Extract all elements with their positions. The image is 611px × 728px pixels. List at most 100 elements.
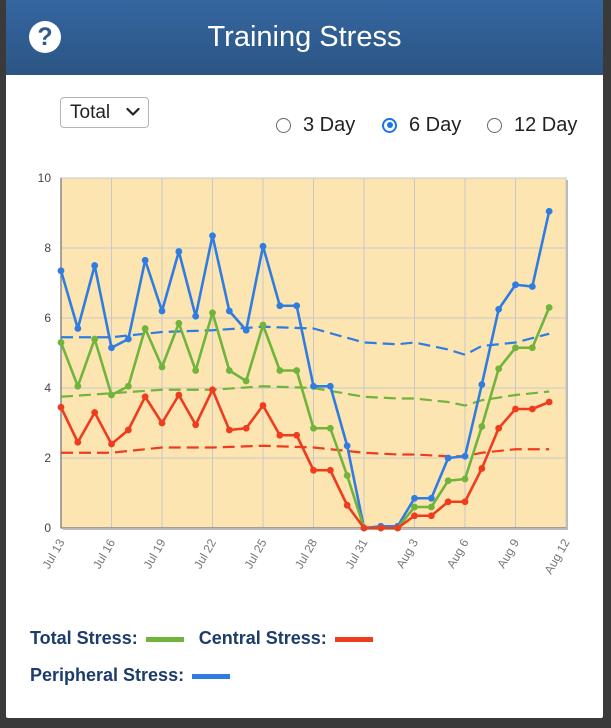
series-line-peripheral_avg — [61, 325, 550, 356]
data-point-peripheral — [141, 256, 149, 264]
data-point-total — [310, 424, 317, 432]
data-point-peripheral — [57, 267, 65, 275]
data-point-total — [427, 503, 435, 511]
data-point-central — [377, 524, 385, 532]
data-point-peripheral — [158, 307, 166, 315]
data-point-peripheral — [411, 494, 418, 502]
x-tick-label: Jul 13 — [39, 536, 67, 571]
data-point-central — [495, 424, 503, 432]
x-tick-label: Jul 19 — [140, 536, 168, 571]
series-line-peripheral — [61, 210, 551, 530]
chevron-down-icon — [126, 107, 140, 116]
data-point-central — [545, 398, 553, 406]
data-point-total — [326, 424, 334, 432]
data-point-central — [124, 426, 132, 434]
data-point-total — [495, 365, 503, 373]
data-point-peripheral — [108, 344, 115, 352]
data-point-total — [512, 344, 519, 352]
legend-central-swatch — [334, 636, 373, 642]
data-point-peripheral — [528, 283, 536, 290]
data-point-central — [528, 405, 536, 413]
data-point-total — [545, 304, 553, 311]
data-point-central — [512, 405, 519, 413]
data-point-peripheral — [310, 382, 317, 390]
data-point-central — [91, 409, 99, 416]
legend-peripheral-swatch — [192, 673, 231, 679]
legend-central-label: Central Stress: — [198, 628, 327, 648]
radio-3-day[interactable]: 3 Day — [276, 112, 355, 138]
radio-6-day[interactable]: 6 Day — [382, 112, 461, 138]
data-point-total — [192, 367, 200, 374]
data-point-peripheral — [444, 454, 452, 462]
x-tick-label: Aug 9 — [494, 536, 522, 570]
data-point-central — [343, 501, 351, 509]
data-point-central — [74, 438, 82, 446]
x-tick-label: Aug 12 — [541, 536, 572, 576]
radio-12-day-circle[interactable] — [487, 117, 502, 133]
y-tick-label: 4 — [44, 381, 51, 395]
data-point-peripheral — [545, 207, 553, 215]
data-point-central — [108, 440, 115, 448]
question-circle-icon[interactable]: ? — [29, 21, 61, 53]
data-point-total — [175, 319, 183, 327]
radio-3-day-circle[interactable] — [276, 117, 291, 133]
data-point-central — [259, 402, 267, 409]
training-stress-card: Training Stress ? Total 3 Day 6 Day 12 D… — [6, 0, 603, 718]
x-tick-label: Jul 22 — [191, 536, 219, 571]
data-point-total — [108, 391, 115, 399]
data-point-peripheral — [293, 302, 301, 310]
data-point-total — [209, 309, 216, 317]
header-bar: Training Stress ? — [6, 0, 603, 75]
data-point-central — [326, 466, 334, 474]
data-point-total — [91, 335, 99, 343]
data-point-peripheral — [276, 302, 284, 310]
data-point-total — [124, 382, 132, 390]
series-line-total — [61, 306, 551, 530]
radio-12-day[interactable]: 12 Day — [487, 112, 577, 138]
stress-type-select-value: Total — [70, 102, 111, 123]
data-point-peripheral — [192, 312, 200, 320]
window-radio-group: 3 Day 6 Day 12 Day — [6, 112, 603, 138]
data-point-central — [394, 524, 402, 532]
data-point-central — [158, 419, 166, 427]
data-point-central — [427, 512, 435, 520]
legend-row-2: Peripheral Stress: — [30, 665, 231, 686]
data-point-total — [225, 367, 233, 374]
data-point-peripheral — [495, 305, 503, 313]
page-title: Training Stress — [207, 21, 402, 53]
data-point-peripheral — [427, 494, 435, 502]
data-point-central — [444, 498, 452, 506]
x-tick-label: Jul 28 — [292, 536, 320, 571]
data-point-central — [478, 465, 486, 472]
data-point-total — [57, 339, 65, 346]
stress-type-select[interactable]: Total — [60, 97, 149, 128]
data-point-total — [158, 363, 166, 371]
data-point-peripheral — [209, 232, 216, 240]
data-point-peripheral — [242, 326, 250, 334]
radio-3-day-label: 3 Day — [303, 113, 356, 136]
data-point-central — [141, 393, 149, 401]
legend-peripheral-label: Peripheral Stress: — [30, 665, 185, 685]
y-tick-label: 0 — [44, 521, 51, 535]
y-tick-label: 6 — [44, 311, 51, 325]
data-point-total — [528, 344, 536, 352]
x-tick-label: Aug 3 — [393, 536, 421, 570]
data-point-central — [360, 524, 368, 532]
data-point-total — [411, 503, 418, 511]
data-point-central — [57, 403, 65, 411]
data-point-total — [293, 367, 301, 374]
series-line-central — [61, 388, 550, 530]
y-tick-label: 2 — [44, 451, 51, 465]
data-point-peripheral — [74, 325, 82, 332]
radio-6-day-circle[interactable] — [382, 117, 397, 133]
training-stress-chart: 0 2 4 6 8 10 Jul 13 Jul 16 Jul 19 Jul 22 Jul 25 Jul… — [38, 171, 573, 576]
radio-12-day-label: 12 Day — [514, 113, 578, 136]
data-point-central — [225, 426, 233, 434]
data-point-total — [343, 472, 351, 479]
data-point-total — [276, 367, 284, 374]
data-point-central — [209, 386, 216, 394]
x-tick-label: Jul 25 — [241, 536, 269, 571]
data-point-central — [276, 431, 284, 439]
x-tick-label: Jul 16 — [90, 536, 118, 571]
data-point-peripheral — [91, 262, 99, 269]
